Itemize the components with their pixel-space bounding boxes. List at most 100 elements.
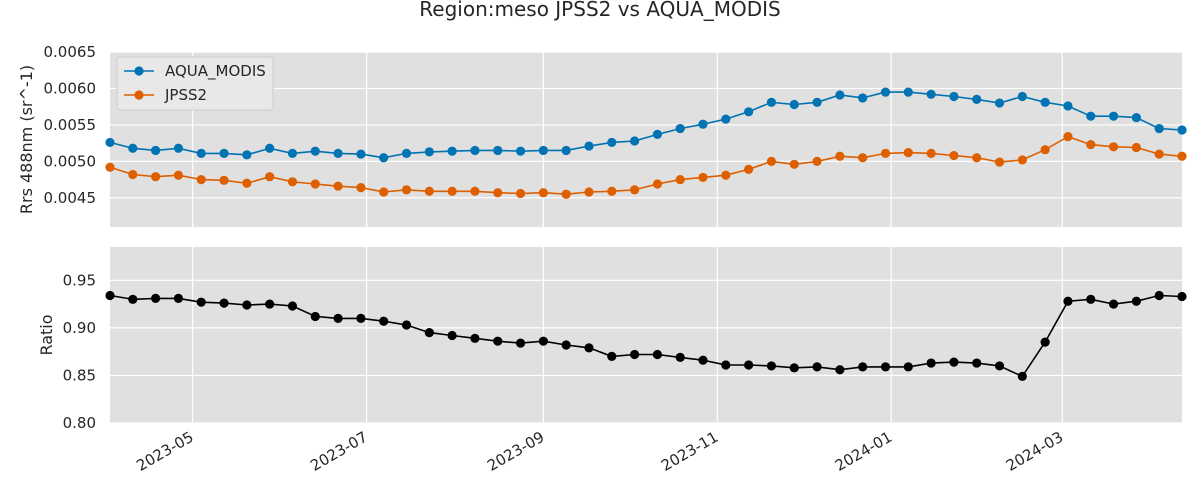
- legend-entry: JPSS2: [164, 86, 207, 104]
- legend-swatch-marker: [134, 90, 144, 100]
- data-point: [949, 357, 959, 367]
- data-point: [766, 361, 777, 371]
- data-point: [721, 114, 731, 124]
- data-point: [515, 338, 526, 348]
- data-point: [926, 148, 936, 158]
- data-point: [744, 164, 754, 174]
- data-point: [835, 90, 845, 100]
- data-point: [1131, 296, 1141, 306]
- data-point: [1040, 145, 1050, 155]
- data-point: [128, 169, 138, 180]
- data-point: [447, 330, 457, 341]
- data-point: [1108, 142, 1119, 152]
- data-point: [196, 148, 206, 158]
- data-point: [698, 355, 708, 365]
- data-point: [401, 148, 412, 158]
- data-point: [1154, 290, 1164, 301]
- data-point: [310, 179, 320, 189]
- y-tick-label: 0.80: [63, 414, 96, 432]
- y-tick-label: 0.0055: [44, 116, 97, 134]
- y-tick-label: 0.0060: [44, 79, 97, 97]
- data-point: [1017, 91, 1027, 102]
- data-point: [584, 141, 594, 151]
- y-tick-label: 0.90: [63, 319, 96, 337]
- data-point: [949, 91, 959, 102]
- data-point: [972, 358, 982, 368]
- data-point: [493, 188, 503, 198]
- x-tick-label: 2023-11: [658, 428, 721, 475]
- data-point: [721, 360, 731, 370]
- data-point: [880, 148, 891, 158]
- data-point: [538, 336, 548, 346]
- data-point: [1040, 337, 1050, 347]
- data-point: [607, 186, 617, 196]
- data-point: [1040, 97, 1050, 107]
- data-point: [424, 328, 434, 338]
- data-point: [1063, 296, 1073, 306]
- data-point: [310, 146, 320, 156]
- data-point: [242, 150, 252, 160]
- data-point: [219, 298, 229, 308]
- data-point: [858, 153, 868, 163]
- data-point: [287, 148, 298, 158]
- data-point: [242, 300, 252, 310]
- data-point: [265, 172, 275, 182]
- data-point: [356, 183, 366, 193]
- data-point: [333, 148, 343, 158]
- data-point: [265, 299, 275, 309]
- data-point: [515, 146, 526, 156]
- data-point: [561, 340, 571, 350]
- x-tick-label: 2024-01: [832, 428, 895, 475]
- data-point: [515, 188, 526, 199]
- data-point: [1086, 140, 1096, 150]
- data-point: [812, 362, 822, 372]
- data-point: [173, 143, 184, 153]
- x-tick-label: 2023-09: [484, 428, 547, 475]
- data-point: [994, 361, 1005, 371]
- data-point: [1154, 149, 1164, 159]
- data-point: [584, 187, 594, 197]
- data-point: [151, 145, 161, 156]
- data-point: [812, 156, 822, 166]
- data-point: [1017, 371, 1027, 381]
- data-point: [880, 362, 891, 372]
- legend: AQUA_MODIS JPSS2: [116, 56, 274, 111]
- data-point: [538, 145, 548, 156]
- data-point: [789, 363, 799, 373]
- data-point: [1177, 151, 1187, 161]
- data-point: [379, 316, 389, 326]
- data-point: [926, 89, 936, 99]
- data-point: [105, 137, 115, 148]
- data-point: [812, 97, 822, 107]
- data-point: [721, 170, 731, 180]
- data-point: [219, 148, 229, 158]
- data-point: [538, 188, 548, 198]
- data-point: [629, 185, 640, 195]
- data-point: [1086, 294, 1096, 304]
- data-point: [880, 87, 891, 97]
- data-point: [698, 119, 708, 129]
- data-point: [1063, 131, 1073, 142]
- data-point: [994, 157, 1005, 167]
- data-point: [835, 151, 845, 161]
- data-point: [470, 186, 480, 196]
- data-point: [675, 123, 685, 134]
- data-point: [265, 143, 275, 153]
- data-point: [379, 187, 389, 197]
- data-point: [675, 352, 685, 362]
- data-point: [128, 143, 138, 153]
- data-point: [287, 177, 298, 187]
- data-point: [470, 333, 480, 343]
- data-point: [173, 293, 184, 303]
- data-point: [151, 172, 161, 182]
- data-point: [310, 311, 320, 322]
- plot-area-2: [110, 247, 1182, 423]
- data-point: [858, 93, 868, 103]
- data-point: [173, 170, 184, 180]
- data-point: [903, 87, 913, 97]
- data-point: [972, 153, 982, 163]
- data-point: [1177, 291, 1187, 302]
- data-point: [744, 360, 754, 370]
- data-point: [652, 349, 663, 360]
- data-point: [698, 172, 708, 183]
